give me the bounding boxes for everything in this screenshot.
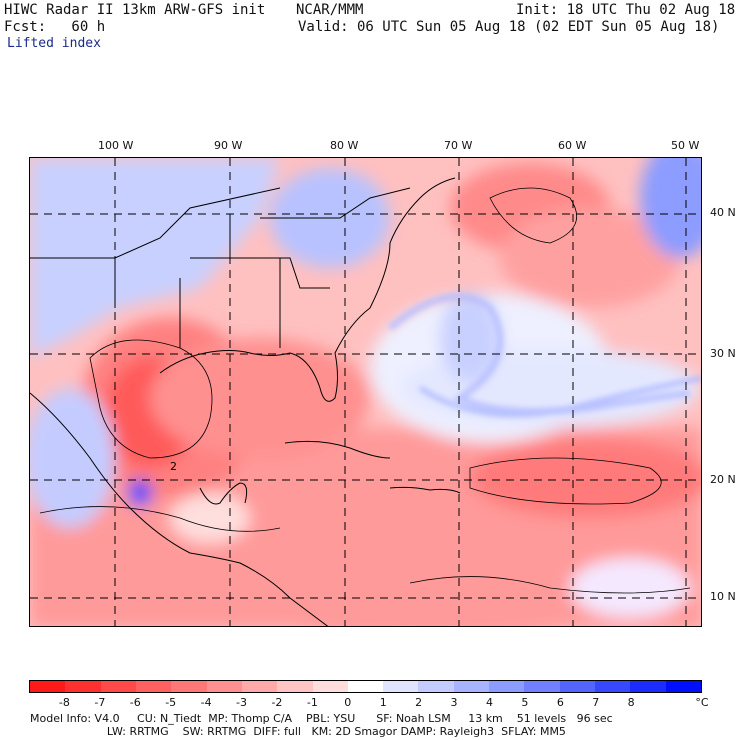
init-time: Init: 18 UTC Thu 02 Aug 18 bbox=[516, 2, 736, 18]
colorbar-swatch bbox=[630, 681, 666, 692]
colorbar-tick: 0 bbox=[344, 696, 352, 709]
colorbar-tick: -5 bbox=[165, 696, 177, 709]
colorbar-swatch bbox=[347, 681, 384, 692]
map-canvas: 2 bbox=[30, 158, 701, 626]
forecast-hour: Fcst: 60 h bbox=[4, 19, 106, 35]
colorbar-swatch bbox=[206, 681, 242, 692]
colorbar-tick: 4 bbox=[485, 696, 493, 709]
colorbar-swatch bbox=[171, 681, 207, 692]
contours bbox=[39, 187, 691, 594]
colorbar-unit: °C bbox=[695, 696, 709, 709]
colorbar-swatch bbox=[241, 681, 278, 692]
colorbar-swatch bbox=[135, 681, 172, 692]
colorbar-swatch bbox=[65, 681, 101, 692]
colorbar-tick: 5 bbox=[521, 696, 529, 709]
colorbar-swatch bbox=[418, 681, 454, 692]
colorbar-tick: 7 bbox=[592, 696, 600, 709]
shaded-field bbox=[30, 158, 701, 626]
blue-bands bbox=[387, 293, 701, 418]
colorbar-tick: -2 bbox=[271, 696, 283, 709]
lat-label-30n: 30 N bbox=[710, 347, 736, 360]
colorbar-tick: -7 bbox=[94, 696, 106, 709]
colorbar-tick: -1 bbox=[306, 696, 318, 709]
model-info-line2: LW: RRTMG SW: RRTMG DIFF: full KM: 2D Sm… bbox=[30, 725, 566, 738]
colorbar-swatch bbox=[312, 681, 348, 692]
coastlines bbox=[30, 177, 461, 626]
colorbar-swatch bbox=[489, 681, 525, 692]
colorbar-tick: 8 bbox=[627, 696, 635, 709]
valid-time: Valid: 06 UTC Sun 05 Aug 18 (02 EDT Sun … bbox=[298, 19, 720, 35]
model-title: HIWC Radar II 13km ARW-GFS init bbox=[4, 2, 266, 18]
colorbar-tick: 6 bbox=[556, 696, 564, 709]
lon-label-60w: 60 W bbox=[558, 139, 587, 152]
colorbar-swatch bbox=[30, 681, 66, 692]
colorbar-tick: -6 bbox=[129, 696, 141, 709]
colorbar-tick: -8 bbox=[58, 696, 70, 709]
colorbar-tick: 3 bbox=[450, 696, 458, 709]
lon-label-50w: 50 W bbox=[671, 139, 700, 152]
colorbar-swatch bbox=[453, 681, 490, 692]
colorbar-tick: -3 bbox=[236, 696, 247, 709]
contour-label: 2 bbox=[170, 460, 177, 473]
lat-label-40n: 40 N bbox=[710, 206, 736, 219]
colorbar-tick: -4 bbox=[200, 696, 212, 709]
institution-label: NCAR/MMM bbox=[296, 2, 364, 18]
field-name: Lifted index bbox=[7, 36, 101, 51]
colorbar-swatch bbox=[524, 681, 560, 692]
colorbar-tick: 1 bbox=[379, 696, 387, 709]
lat-label-20n: 20 N bbox=[710, 473, 736, 486]
model-info-line1: Model Info: V4.0 CU: N_Tiedt MP: Thomp C… bbox=[30, 712, 613, 725]
lon-label-70w: 70 W bbox=[444, 139, 473, 152]
colorbar-swatch bbox=[665, 681, 701, 692]
colorbar-tick: 2 bbox=[415, 696, 423, 709]
lon-label-80w: 80 W bbox=[330, 139, 359, 152]
colorbar-swatch bbox=[595, 681, 631, 692]
colorbar-swatch bbox=[559, 681, 595, 692]
colorbar bbox=[29, 680, 702, 693]
colorbar-swatch bbox=[277, 681, 313, 692]
lon-label-90w: 90 W bbox=[214, 139, 243, 152]
colorbar-swatch bbox=[383, 681, 419, 692]
graticule bbox=[30, 158, 701, 626]
lifted-index-map: 2 bbox=[29, 157, 702, 627]
colorbar-swatch bbox=[100, 681, 136, 692]
lon-label-100w: 100 W bbox=[98, 139, 134, 152]
lat-label-10n: 10 N bbox=[710, 590, 736, 603]
